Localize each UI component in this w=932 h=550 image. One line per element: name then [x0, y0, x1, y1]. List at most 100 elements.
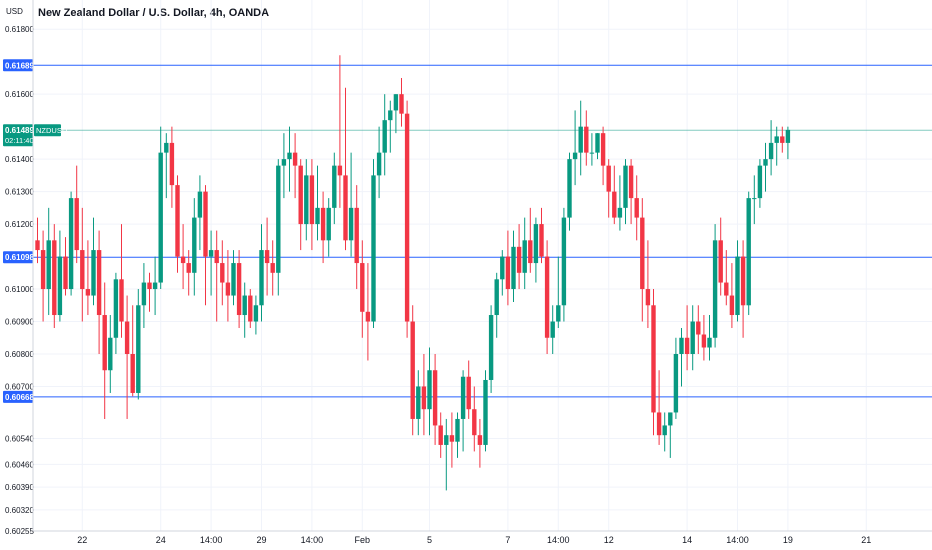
candle[interactable] — [80, 207, 85, 322]
candle[interactable] — [623, 159, 628, 225]
candle[interactable] — [348, 152, 354, 257]
candle[interactable] — [276, 159, 281, 296]
candle[interactable] — [679, 328, 684, 387]
candle[interactable] — [416, 370, 421, 436]
candle[interactable] — [343, 87, 348, 251]
candle[interactable] — [550, 305, 555, 354]
candle[interactable] — [544, 240, 550, 354]
candle[interactable] — [724, 250, 729, 306]
candle[interactable] — [242, 282, 247, 338]
candle[interactable] — [124, 295, 130, 419]
candle[interactable] — [561, 207, 567, 322]
candle[interactable] — [309, 159, 315, 251]
candle[interactable] — [281, 133, 287, 199]
candle[interactable] — [494, 272, 499, 338]
candle[interactable] — [399, 77, 404, 127]
candle[interactable] — [52, 224, 57, 329]
candle[interactable] — [259, 224, 264, 322]
candle[interactable] — [656, 370, 662, 445]
candle[interactable] — [673, 337, 679, 419]
candle[interactable] — [466, 360, 471, 419]
candle[interactable] — [130, 305, 135, 397]
candles[interactable] — [35, 55, 791, 491]
candle[interactable] — [729, 263, 735, 329]
candle[interactable] — [68, 191, 74, 296]
candle[interactable] — [192, 198, 197, 296]
candle[interactable] — [612, 165, 617, 225]
candle[interactable] — [774, 126, 779, 166]
candle[interactable] — [175, 175, 180, 273]
candle[interactable] — [556, 256, 561, 329]
candle[interactable] — [152, 256, 158, 316]
candle[interactable] — [270, 240, 275, 296]
candle[interactable] — [595, 133, 600, 160]
candle[interactable] — [651, 289, 656, 436]
candle[interactable] — [718, 217, 723, 296]
candle[interactable] — [668, 412, 673, 458]
candle[interactable] — [740, 240, 746, 338]
candle[interactable] — [147, 272, 152, 312]
candle[interactable] — [606, 159, 611, 218]
candle[interactable] — [113, 272, 119, 354]
candle[interactable] — [236, 250, 242, 329]
candle[interactable] — [410, 305, 415, 436]
candle[interactable] — [354, 185, 359, 290]
candle[interactable] — [57, 230, 63, 322]
candle[interactable] — [320, 191, 326, 264]
candle[interactable] — [684, 305, 690, 371]
candle[interactable] — [690, 305, 695, 371]
candle[interactable] — [617, 175, 623, 231]
candle[interactable] — [40, 230, 46, 322]
candle[interactable] — [287, 126, 292, 192]
candle[interactable] — [634, 175, 639, 241]
candle[interactable] — [35, 217, 40, 264]
candle[interactable] — [337, 55, 343, 208]
candle[interactable] — [438, 412, 443, 458]
candle[interactable] — [231, 250, 236, 306]
candle[interactable] — [203, 185, 208, 306]
candle[interactable] — [707, 315, 712, 361]
candle[interactable] — [735, 240, 740, 322]
candle[interactable] — [304, 159, 309, 241]
candle[interactable] — [785, 126, 791, 160]
candle[interactable] — [477, 418, 483, 468]
candle[interactable] — [455, 412, 460, 458]
candle[interactable] — [371, 159, 376, 329]
candle[interactable] — [472, 386, 477, 452]
candle[interactable] — [186, 250, 191, 296]
candle[interactable] — [600, 126, 606, 186]
candle[interactable] — [662, 412, 667, 452]
candle[interactable] — [516, 224, 522, 290]
candle[interactable] — [119, 224, 124, 338]
candle[interactable] — [572, 110, 578, 186]
candle[interactable] — [382, 94, 387, 176]
candle[interactable] — [141, 263, 147, 329]
candle[interactable] — [376, 126, 382, 199]
candle[interactable] — [488, 305, 494, 393]
candle[interactable] — [768, 120, 774, 176]
candle[interactable] — [326, 198, 331, 257]
candle[interactable] — [645, 240, 651, 329]
candle[interactable] — [522, 217, 527, 290]
candle[interactable] — [225, 250, 231, 322]
candle[interactable] — [388, 100, 393, 153]
candle[interactable] — [432, 354, 438, 445]
candle[interactable] — [253, 295, 259, 335]
candle[interactable] — [360, 240, 365, 338]
candle[interactable] — [628, 159, 634, 225]
candle[interactable] — [102, 282, 107, 419]
candle[interactable] — [164, 133, 169, 199]
candle[interactable] — [85, 240, 91, 316]
candle[interactable] — [757, 159, 763, 208]
candle[interactable] — [567, 152, 572, 231]
candle[interactable] — [584, 110, 589, 166]
candle[interactable] — [315, 165, 320, 241]
candle[interactable] — [108, 315, 113, 393]
candle[interactable] — [91, 217, 96, 306]
candle[interactable] — [528, 207, 533, 273]
candle[interactable] — [511, 230, 516, 303]
candle[interactable] — [169, 126, 175, 208]
candle[interactable] — [63, 237, 68, 296]
candle[interactable] — [696, 305, 701, 354]
candle[interactable] — [460, 370, 466, 452]
